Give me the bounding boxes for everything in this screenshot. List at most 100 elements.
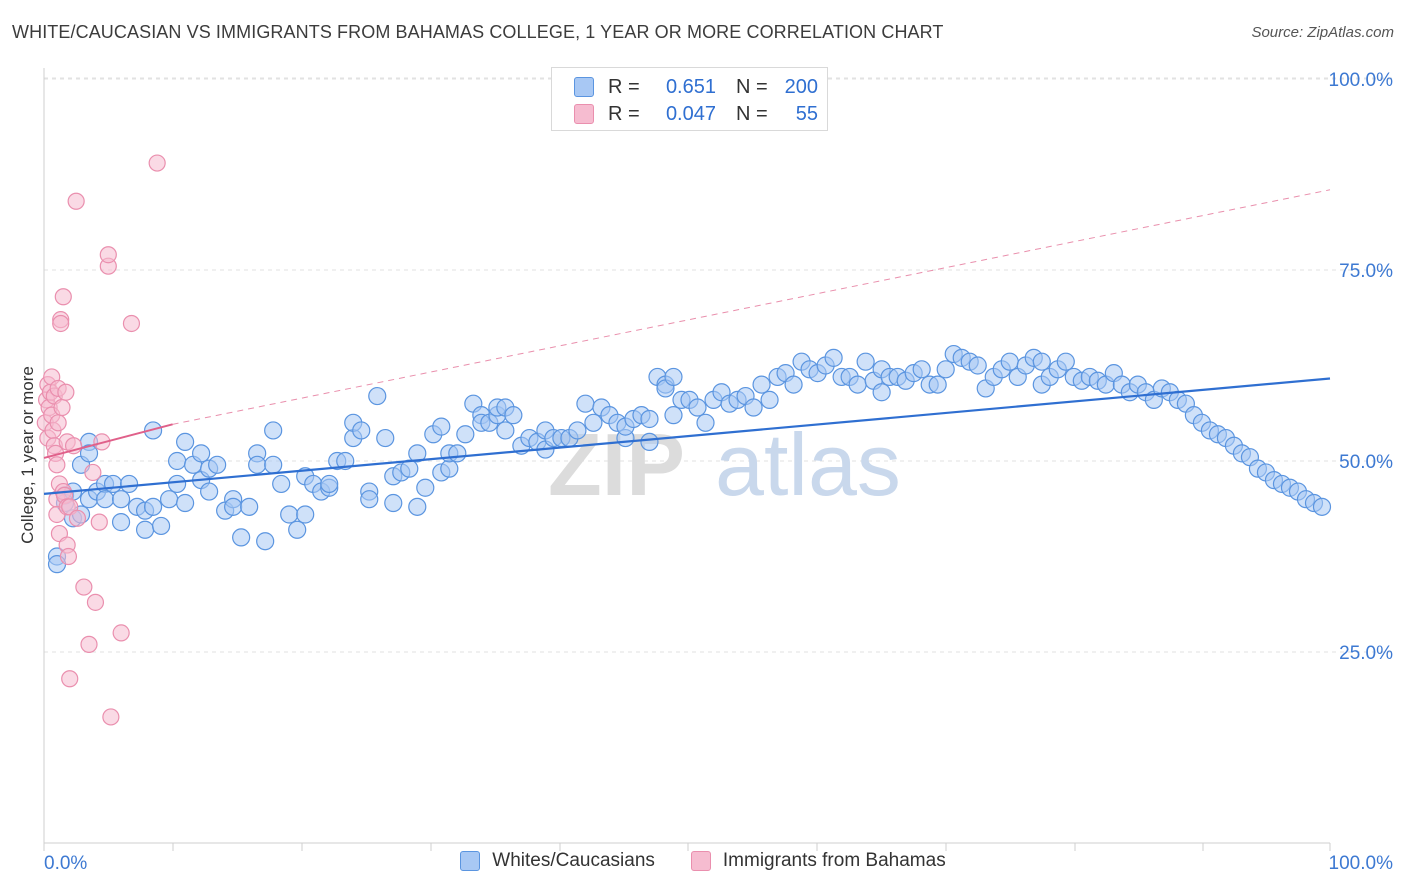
data-point-whites bbox=[1056, 352, 1075, 371]
data-point-whites bbox=[119, 474, 139, 494]
data-point-whites bbox=[928, 375, 947, 394]
legend-swatch-pink bbox=[690, 851, 711, 871]
data-point-bahamas bbox=[90, 513, 108, 531]
data-point-whites bbox=[856, 352, 875, 371]
data-point-bahamas bbox=[61, 670, 79, 688]
data-point-whites bbox=[264, 455, 283, 474]
data-point-whites bbox=[784, 375, 803, 394]
data-point-whites bbox=[432, 417, 451, 436]
correlation-legend: R = 0.651 N = 200 R = 0.047 N = 55 bbox=[551, 67, 828, 131]
series-bahamas-points bbox=[36, 154, 166, 726]
legend-r-value: 0.651 bbox=[665, 75, 716, 98]
data-point-whites bbox=[456, 425, 475, 444]
data-point-whites bbox=[296, 505, 315, 524]
source-label: Source: ZipAtlas.com bbox=[1251, 24, 1394, 41]
data-point-bahamas bbox=[52, 314, 70, 333]
x-tick-label: 0.0% bbox=[44, 853, 87, 874]
data-point-whites bbox=[280, 505, 299, 524]
legend-label-bahamas: Immigrants from Bahamas bbox=[722, 850, 946, 871]
data-point-whites bbox=[264, 421, 283, 440]
data-point-whites bbox=[224, 497, 243, 516]
legend-item-bahamas[interactable]: Immigrants from Bahamas bbox=[690, 850, 946, 872]
data-point-whites bbox=[576, 394, 595, 413]
data-point-whites bbox=[143, 497, 163, 516]
data-point-whites bbox=[232, 528, 251, 547]
data-point-whites bbox=[192, 444, 211, 463]
legend-n-value: 55 bbox=[795, 102, 818, 125]
data-point-whites bbox=[240, 497, 259, 516]
data-point-bahamas bbox=[57, 383, 75, 401]
chart-title: WHITE/CAUCASIAN VS IMMIGRANTS FROM BAHAM… bbox=[12, 22, 944, 42]
data-point-whites bbox=[208, 455, 227, 474]
data-point-whites bbox=[256, 532, 275, 551]
data-point-whites bbox=[496, 421, 515, 440]
x-tick-labels: 0.0% 100.0% bbox=[44, 853, 1393, 874]
data-point-bahamas bbox=[102, 708, 120, 726]
legend-swatch-blue bbox=[460, 851, 481, 871]
data-point-whites bbox=[936, 360, 955, 379]
data-point-bahamas bbox=[99, 246, 117, 264]
legend-swatch-blue bbox=[574, 77, 594, 97]
data-point-whites bbox=[176, 493, 195, 513]
data-point-whites bbox=[384, 493, 403, 513]
legend-label-whites: Whites/Caucasians bbox=[492, 850, 655, 871]
legend-item-whites[interactable]: Whites/Caucasians bbox=[460, 850, 655, 872]
data-point-whites bbox=[752, 375, 771, 394]
data-point-whites bbox=[360, 490, 379, 509]
data-point-whites bbox=[168, 451, 187, 471]
data-point-whites bbox=[664, 406, 683, 425]
data-point-bahamas bbox=[49, 414, 67, 432]
data-point-whites bbox=[448, 444, 467, 463]
y-tick-label: 25.0% bbox=[1339, 643, 1393, 664]
data-point-whites bbox=[79, 444, 99, 463]
data-point-whites bbox=[408, 497, 427, 516]
legend-n-label: N = bbox=[736, 102, 768, 125]
x-tick-label: 100.0% bbox=[1329, 853, 1394, 874]
data-point-whites bbox=[168, 474, 187, 494]
data-point-whites bbox=[368, 386, 387, 406]
watermark-atlas: atlas bbox=[715, 415, 901, 514]
trend-line-bahamas-extended bbox=[172, 189, 1331, 425]
data-point-bahamas bbox=[84, 463, 102, 482]
y-tick-label: 75.0% bbox=[1339, 261, 1393, 282]
gridlines bbox=[44, 77, 1392, 653]
data-point-whites bbox=[664, 367, 683, 387]
data-point-bahamas bbox=[53, 398, 71, 417]
legend-r-label: R = bbox=[608, 102, 640, 125]
data-point-whites bbox=[288, 520, 307, 539]
legend-n-label: N = bbox=[736, 75, 768, 98]
data-point-bahamas bbox=[122, 314, 141, 333]
data-point-whites bbox=[640, 409, 659, 429]
data-point-whites bbox=[1312, 497, 1332, 516]
legend-swatch-pink bbox=[574, 104, 594, 124]
data-point-whites bbox=[688, 398, 707, 417]
data-point-whites bbox=[103, 474, 123, 494]
legend-row-whites: R = 0.651 N = 200 bbox=[574, 74, 818, 100]
data-point-whites bbox=[376, 428, 395, 448]
data-point-whites bbox=[352, 421, 371, 440]
y-tick-label: 50.0% bbox=[1339, 452, 1393, 473]
series-whites-points bbox=[47, 344, 1332, 574]
legend-n-value: 200 bbox=[784, 75, 818, 98]
data-point-whites bbox=[111, 513, 131, 532]
data-point-whites bbox=[111, 490, 131, 509]
data-point-whites bbox=[1032, 352, 1051, 371]
data-point-bahamas bbox=[112, 624, 130, 642]
data-point-whites bbox=[416, 478, 435, 497]
data-point-bahamas bbox=[68, 509, 87, 527]
data-point-whites bbox=[336, 451, 355, 471]
data-point-bahamas bbox=[75, 578, 93, 596]
data-point-whites bbox=[640, 432, 659, 451]
trend-line-bahamas bbox=[43, 423, 173, 459]
legend-row-bahamas: R = 0.047 N = 55 bbox=[574, 101, 818, 127]
data-point-whites bbox=[968, 356, 987, 375]
legend-r-label: R = bbox=[608, 75, 640, 98]
data-point-whites bbox=[744, 398, 763, 417]
data-point-bahamas bbox=[86, 593, 105, 611]
data-point-whites bbox=[504, 406, 523, 425]
data-point-whites bbox=[872, 383, 891, 402]
trend-lines bbox=[43, 189, 1331, 495]
data-point-whites bbox=[912, 360, 931, 379]
data-point-whites bbox=[135, 520, 155, 539]
data-point-whites bbox=[151, 516, 171, 536]
